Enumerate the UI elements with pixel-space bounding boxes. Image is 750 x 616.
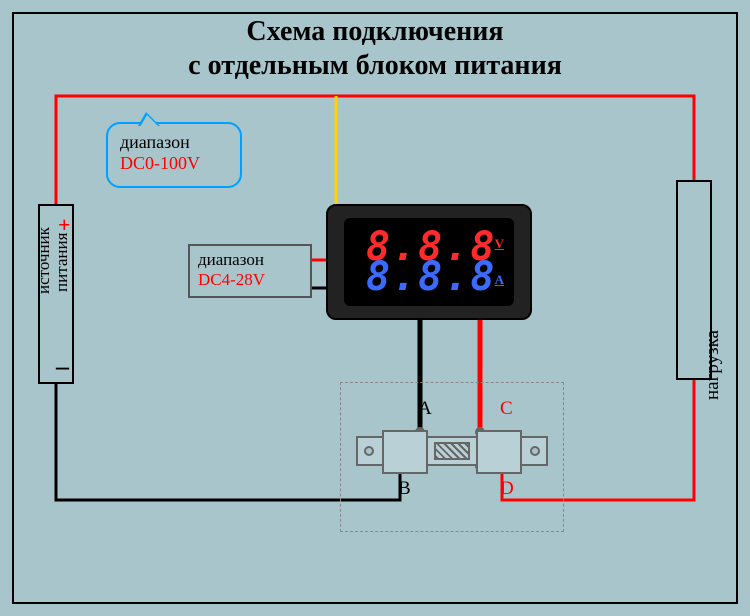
bubble-line1: диапазон <box>120 132 228 153</box>
voltage-range-bubble: диапазон DC0-100V <box>106 122 242 188</box>
voltammeter: 8.8.8 V 8.8.8 A <box>326 204 532 320</box>
range2-line2: DC4-28V <box>198 270 302 290</box>
range2-line1: диапазон <box>198 250 302 270</box>
terminal-b-label: B <box>398 478 411 500</box>
title-line1: Схема подключения <box>0 16 750 48</box>
supply-range-box: диапазон DC4-28V <box>188 244 312 298</box>
current-display: 8.8.8 <box>366 254 496 300</box>
title-line2: с отдельным блоком питания <box>0 50 750 82</box>
load-label: нагрузка <box>702 330 724 400</box>
terminal-c-label: C <box>500 398 513 420</box>
shunt-resistor <box>356 426 548 480</box>
terminal-a-label: A <box>418 398 432 420</box>
current-unit: A <box>495 272 504 288</box>
meter-screen: 8.8.8 V 8.8.8 A <box>344 218 514 306</box>
bubble-line2: DC0-100V <box>120 153 228 174</box>
psu-minus-icon: – <box>56 352 69 382</box>
power-source-label-1: источник <box>34 227 54 294</box>
power-source-label-2: питания <box>52 233 72 292</box>
psu-plus-icon: + <box>58 212 71 238</box>
terminal-d-label: D <box>500 478 514 500</box>
voltage-unit: V <box>495 236 504 252</box>
